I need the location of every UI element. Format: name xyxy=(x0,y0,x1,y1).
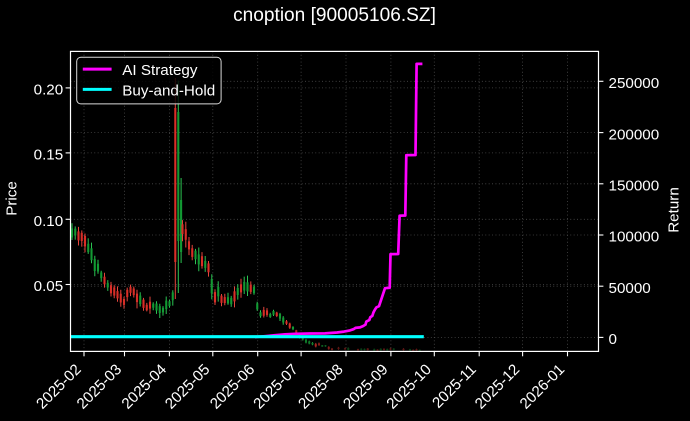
svg-text:Return: Return xyxy=(666,187,683,233)
svg-text:0.10: 0.10 xyxy=(34,213,64,230)
svg-text:0.15: 0.15 xyxy=(34,147,64,164)
svg-text:100000: 100000 xyxy=(609,229,660,246)
svg-text:250000: 250000 xyxy=(609,75,660,92)
svg-text:200000: 200000 xyxy=(609,126,660,143)
svg-text:Price: Price xyxy=(4,181,21,216)
svg-text:0: 0 xyxy=(609,331,617,348)
svg-text:150000: 150000 xyxy=(609,178,660,195)
svg-text:0.05: 0.05 xyxy=(34,278,64,295)
svg-text:cnoption [90005106.SZ]: cnoption [90005106.SZ] xyxy=(233,5,436,26)
svg-text:AI Strategy: AI Strategy xyxy=(122,62,198,79)
svg-text:50000: 50000 xyxy=(609,280,651,297)
svg-text:Buy-and-Hold: Buy-and-Hold xyxy=(122,82,215,99)
svg-text:0.20: 0.20 xyxy=(34,82,64,99)
